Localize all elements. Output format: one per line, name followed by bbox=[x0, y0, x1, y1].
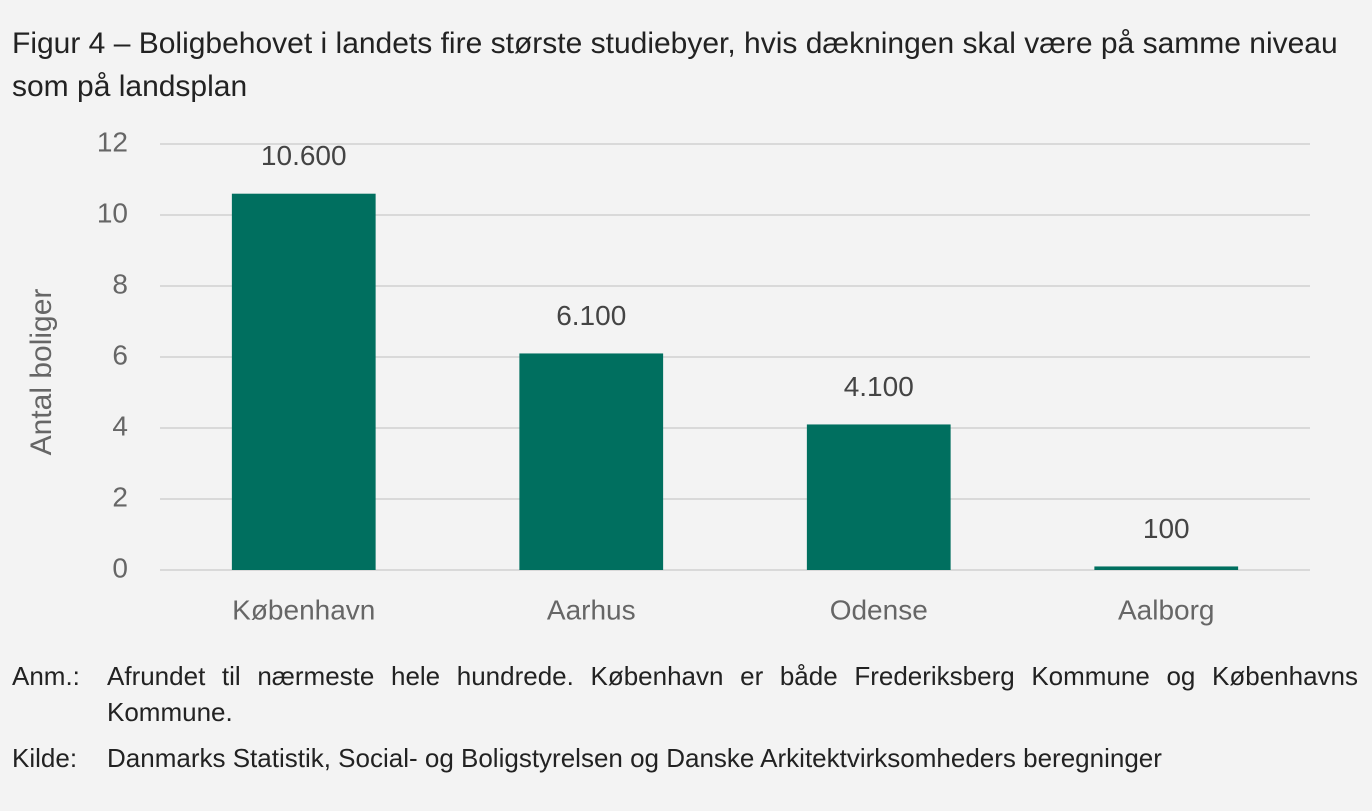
x-tick-label: Odense bbox=[830, 594, 928, 625]
bar bbox=[806, 424, 951, 570]
y-tick-label: 12 bbox=[97, 126, 128, 157]
bar bbox=[1094, 566, 1239, 570]
bar bbox=[231, 193, 376, 570]
note-text: Afrundet til nærmeste hele hundrede. Køb… bbox=[107, 661, 1358, 727]
note-text: Danmarks Statistik, Social- og Boligstyr… bbox=[107, 743, 1162, 773]
note-label: Anm.: bbox=[12, 661, 80, 691]
data-label: 10.600 bbox=[261, 140, 347, 171]
note: Kilde: Danmarks Statistik, Social- og Bol… bbox=[12, 740, 1358, 776]
data-label: 6.100 bbox=[556, 300, 626, 331]
chart-title: Figur 4 – Boligbehovet i landets fire st… bbox=[12, 27, 1338, 103]
x-tick-label: Aalborg bbox=[1118, 594, 1215, 625]
y-axis-label: Antal boliger bbox=[25, 289, 58, 456]
y-tick-label: 6 bbox=[112, 339, 128, 370]
y-tick-label: 0 bbox=[112, 552, 128, 583]
y-tick-label: 10 bbox=[97, 197, 128, 228]
y-tick-label: 8 bbox=[112, 268, 128, 299]
chart: Antal boliger 0 2 4 6 8 10 12 København 10.600 Aa… bbox=[25, 126, 1310, 625]
note: Anm.: Afrundet til nærmeste hele hundrede… bbox=[12, 658, 1358, 730]
data-label: 100 bbox=[1143, 513, 1190, 544]
y-tick-label: 4 bbox=[112, 410, 128, 441]
x-tick-label: Aarhus bbox=[547, 594, 636, 625]
data-label: 4.100 bbox=[844, 371, 914, 402]
bar bbox=[519, 353, 664, 570]
y-tick-label: 2 bbox=[112, 481, 128, 512]
x-tick-label: København bbox=[232, 594, 375, 625]
note-label: Kilde: bbox=[12, 743, 78, 773]
